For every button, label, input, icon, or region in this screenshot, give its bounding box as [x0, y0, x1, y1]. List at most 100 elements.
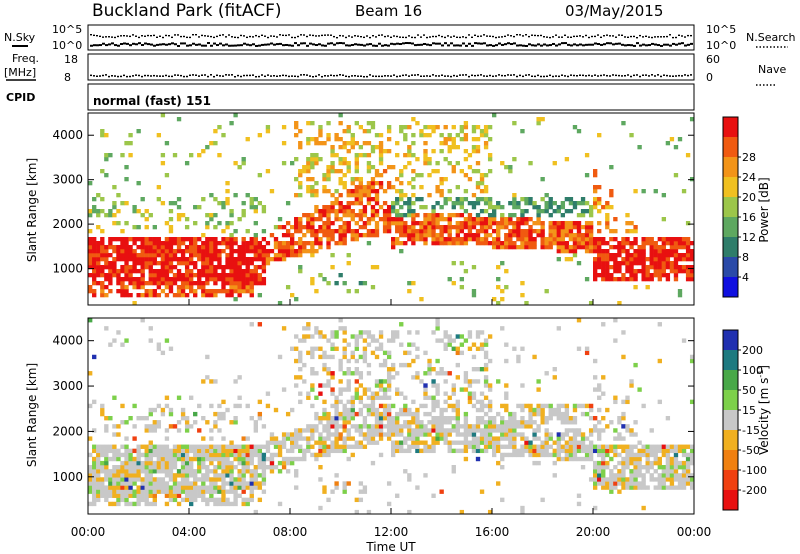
echo-cell: [318, 436, 323, 441]
echo-cell: [197, 448, 202, 454]
echo-cell: [209, 497, 214, 503]
echo-cell: [665, 444, 671, 449]
nsky-point: [198, 43, 201, 46]
echo-cell: [504, 452, 509, 458]
echo-cell: [201, 261, 206, 266]
nsearch-point: [237, 36, 239, 39]
echo-cell: [330, 265, 335, 270]
echo-cell: [451, 428, 456, 433]
echo-cell: [306, 185, 311, 190]
echo-cell: [584, 233, 590, 238]
echo-cell: [621, 465, 626, 470]
echo-cell: [483, 173, 489, 178]
echo-cell: [88, 452, 93, 458]
echo-cell: [205, 375, 210, 380]
echo-cell: [386, 383, 392, 388]
echo-cell: [500, 436, 505, 441]
echo-cell: [237, 293, 242, 298]
nsearch-point: [525, 34, 527, 36]
echo-cell: [197, 485, 202, 490]
nsky-point: [357, 43, 360, 46]
echo-cell: [217, 456, 222, 462]
echo-cell: [564, 432, 570, 437]
echo-cell: [257, 485, 263, 490]
echo-cell: [314, 428, 319, 433]
echo-cell: [370, 428, 376, 433]
echo-cell: [100, 169, 105, 174]
echo-cell: [285, 460, 291, 466]
echo-cell: [189, 444, 194, 449]
echo-cell: [298, 367, 303, 372]
echo-cell: [487, 416, 493, 421]
echo-cell: [144, 501, 149, 507]
echo-cell: [447, 213, 452, 218]
echo-cell: [516, 245, 521, 250]
echo-cell: [144, 249, 149, 254]
nsearch-point: [681, 35, 683, 37]
echo-cell: [168, 407, 174, 413]
echo-cell: [584, 456, 590, 462]
echo-cell: [205, 473, 210, 478]
echo-cell: [411, 375, 416, 380]
echo-cell: [677, 293, 683, 298]
nsky-point: [390, 42, 393, 45]
echo-cell: [370, 403, 376, 409]
echo-cell: [532, 354, 537, 360]
echo-cell: [580, 444, 586, 449]
echo-cell: [362, 485, 368, 490]
echo-cell: [92, 477, 97, 482]
echo-cell: [439, 489, 444, 494]
echo-cell: [290, 293, 295, 298]
nsky-point: [378, 42, 381, 45]
nsky-point: [186, 44, 189, 47]
echo-cell: [633, 273, 638, 278]
echo-cell: [100, 448, 105, 454]
echo-cell: [168, 424, 174, 429]
echo-cell: [532, 420, 537, 425]
echo-cell: [338, 225, 343, 230]
echo-cell: [423, 395, 428, 400]
echo-cell: [479, 489, 485, 494]
echo-cell: [552, 440, 557, 445]
echo-cell: [140, 269, 145, 274]
echo-cell: [322, 424, 327, 429]
echo-cell: [544, 420, 549, 425]
echo-cell: [140, 497, 145, 503]
nsearch-point: [621, 34, 623, 36]
echo-cell: [455, 399, 460, 405]
freq-point: [345, 75, 347, 78]
echo-cell: [386, 350, 392, 356]
echo-cell: [681, 269, 687, 274]
echo-cell: [273, 257, 279, 262]
echo-cell: [217, 253, 222, 258]
echo-cell: [221, 436, 226, 441]
nsky-point: [309, 42, 312, 45]
echo-cell: [354, 165, 359, 170]
echo-cell: [302, 249, 307, 254]
echo-cell: [253, 420, 258, 425]
echo-cell: [455, 145, 460, 150]
echo-cell: [540, 420, 545, 425]
echo-cell: [580, 403, 586, 409]
echo-cell: [116, 465, 121, 470]
echo-cell: [298, 193, 303, 198]
echo-cell: [411, 193, 416, 198]
echo-cell: [164, 436, 170, 441]
power-ylabel: Slant Range [km]: [25, 158, 39, 262]
echo-cell: [241, 497, 246, 503]
echo-cell: [564, 249, 570, 254]
echo-cell: [386, 420, 392, 425]
echo-cell: [520, 213, 525, 218]
x-tick-label: 04:00: [172, 525, 207, 539]
echo-cell: [576, 448, 582, 454]
echo-cell: [415, 444, 420, 449]
echo-cell: [653, 448, 658, 454]
echo-cell: [217, 473, 222, 478]
echo-cell: [217, 411, 222, 417]
echo-cell: [483, 225, 489, 230]
echo-cell: [370, 209, 376, 214]
nsearch-point: [600, 36, 602, 39]
echo-cell: [197, 465, 202, 470]
nsky-point: [294, 42, 297, 45]
echo-cell: [584, 346, 590, 351]
